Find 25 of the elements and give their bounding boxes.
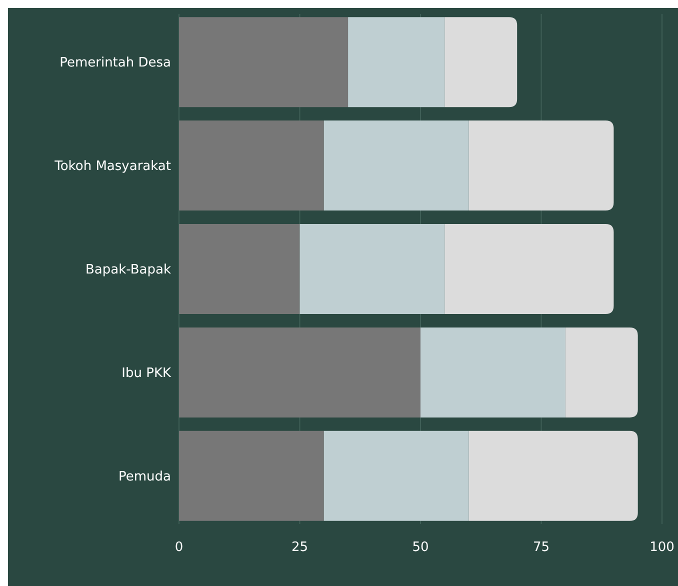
bar bbox=[300, 224, 445, 314]
bar bbox=[468, 120, 614, 211]
bar bbox=[468, 430, 638, 521]
bar bbox=[179, 120, 324, 211]
bar bbox=[324, 430, 469, 521]
bar bbox=[565, 327, 638, 418]
bar bbox=[179, 224, 300, 314]
x-tick-label: 0 bbox=[174, 540, 184, 555]
bar bbox=[179, 327, 420, 418]
y-tick-label: Tokoh Masyarakat bbox=[54, 159, 171, 174]
x-tick-label: 25 bbox=[291, 540, 308, 555]
y-tick-label: Pemuda bbox=[118, 469, 171, 484]
bar bbox=[324, 120, 469, 211]
bar bbox=[444, 17, 518, 108]
bar bbox=[444, 224, 614, 314]
x-tick-label: 75 bbox=[532, 540, 550, 555]
y-tick-label: Pemerintah Desa bbox=[60, 56, 171, 71]
bar bbox=[420, 327, 566, 418]
bar bbox=[179, 17, 348, 108]
y-tick-label: Bapak-Bapak bbox=[86, 262, 172, 278]
y-tick-label: Ibu PKK bbox=[122, 366, 172, 381]
bar bbox=[179, 430, 324, 521]
x-tick-label: 100 bbox=[650, 540, 674, 555]
bar bbox=[348, 17, 445, 108]
x-tick-label: 50 bbox=[412, 540, 429, 555]
